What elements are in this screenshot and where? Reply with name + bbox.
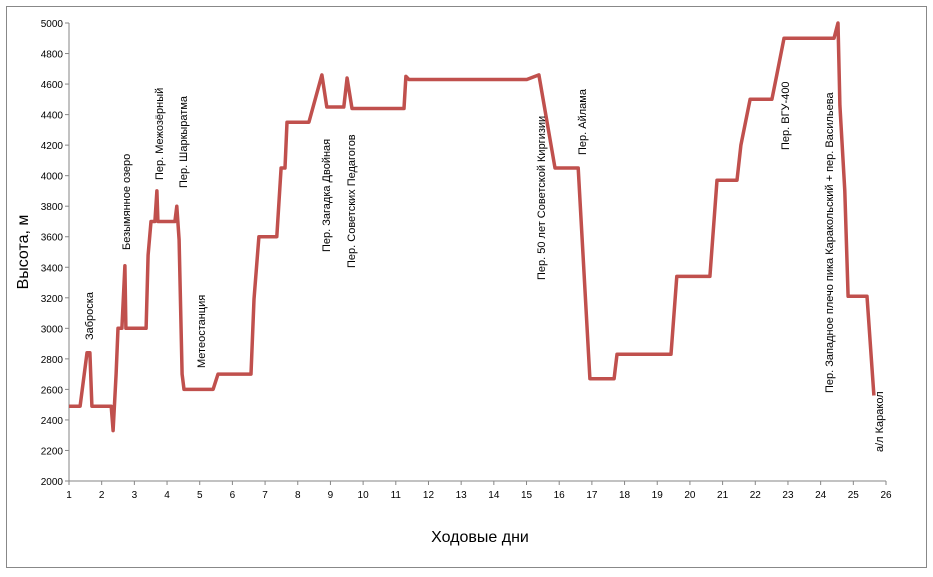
y-tick-label: 4000 (41, 172, 64, 183)
annotation: Пер. Западное плечо пика Каракольский + … (824, 92, 836, 393)
y-tick-label: 2800 (41, 355, 64, 366)
annotation: Пер. 50 лет Советской Киргизии (536, 116, 548, 280)
x-tick-label: 12 (423, 490, 435, 501)
x-tick-label: 11 (391, 490, 402, 501)
annotation: Пер. Советских Педагогов (346, 134, 358, 268)
x-tick-label: 7 (262, 490, 268, 501)
x-tick-label: 15 (521, 490, 533, 501)
x-tick-label: 13 (456, 490, 468, 501)
x-tick-label: 19 (652, 490, 664, 501)
annotation: а/л Каракол (874, 391, 886, 452)
y-tick-label: 4200 (41, 141, 64, 152)
annotation: Пер. Шаркыратма (178, 95, 190, 188)
elevation-line (69, 21, 876, 433)
x-tick-label: 20 (684, 490, 696, 501)
annotation: Пер. Межозёрный (154, 88, 166, 180)
annotation: Пер. Айлама (577, 88, 589, 155)
y-tick-label: 4800 (41, 50, 64, 61)
x-tick-label: 21 (717, 490, 729, 501)
y-tick-label: 2600 (41, 385, 64, 396)
y-tick-label: 2400 (41, 416, 64, 427)
y-tick-label: 5000 (41, 19, 64, 30)
x-tick-label: 17 (586, 490, 598, 501)
x-tick-label: 3 (132, 490, 138, 501)
y-tick-label: 2000 (41, 477, 64, 488)
x-tick-label: 22 (750, 490, 762, 501)
y-tick-label: 3200 (41, 294, 64, 305)
y-tick-label: 2200 (41, 446, 64, 457)
y-tick-label: 3800 (41, 202, 64, 213)
x-tick-label: 9 (328, 490, 334, 501)
annotation: Безымянное озеро (121, 154, 133, 250)
annotation: Метеостанция (196, 295, 208, 368)
x-tick-label: 5 (197, 490, 203, 501)
annotation: Заброска (84, 291, 96, 340)
x-tick-label: 26 (880, 490, 892, 501)
y-tick-label: 3000 (41, 324, 64, 335)
x-tick-label: 18 (619, 490, 631, 501)
x-tick-label: 10 (358, 490, 370, 501)
y-axis-label: Высота, м (15, 215, 32, 290)
x-tick-label: 4 (164, 490, 170, 501)
x-tick-label: 1 (66, 490, 72, 501)
x-tick-label: 8 (295, 490, 301, 501)
x-tick-label: 6 (230, 490, 236, 501)
x-tick-label: 2 (99, 490, 105, 501)
x-tick-label: 16 (554, 490, 566, 501)
annotation: Пер. Загадка Двойная (321, 139, 333, 252)
y-tick-label: 4600 (41, 80, 64, 91)
y-tick-label: 3600 (41, 233, 64, 244)
x-tick-label: 25 (848, 490, 860, 501)
x-tick-label: 23 (782, 490, 794, 501)
x-tick-label: 24 (815, 490, 827, 501)
y-tick-label: 3400 (41, 263, 64, 274)
y-tick-label: 4400 (41, 111, 64, 122)
x-axis-label: Ходовые дни (431, 529, 529, 546)
x-tick-label: 14 (488, 490, 500, 501)
annotation: Пер. ВГУ-400 (780, 81, 792, 150)
